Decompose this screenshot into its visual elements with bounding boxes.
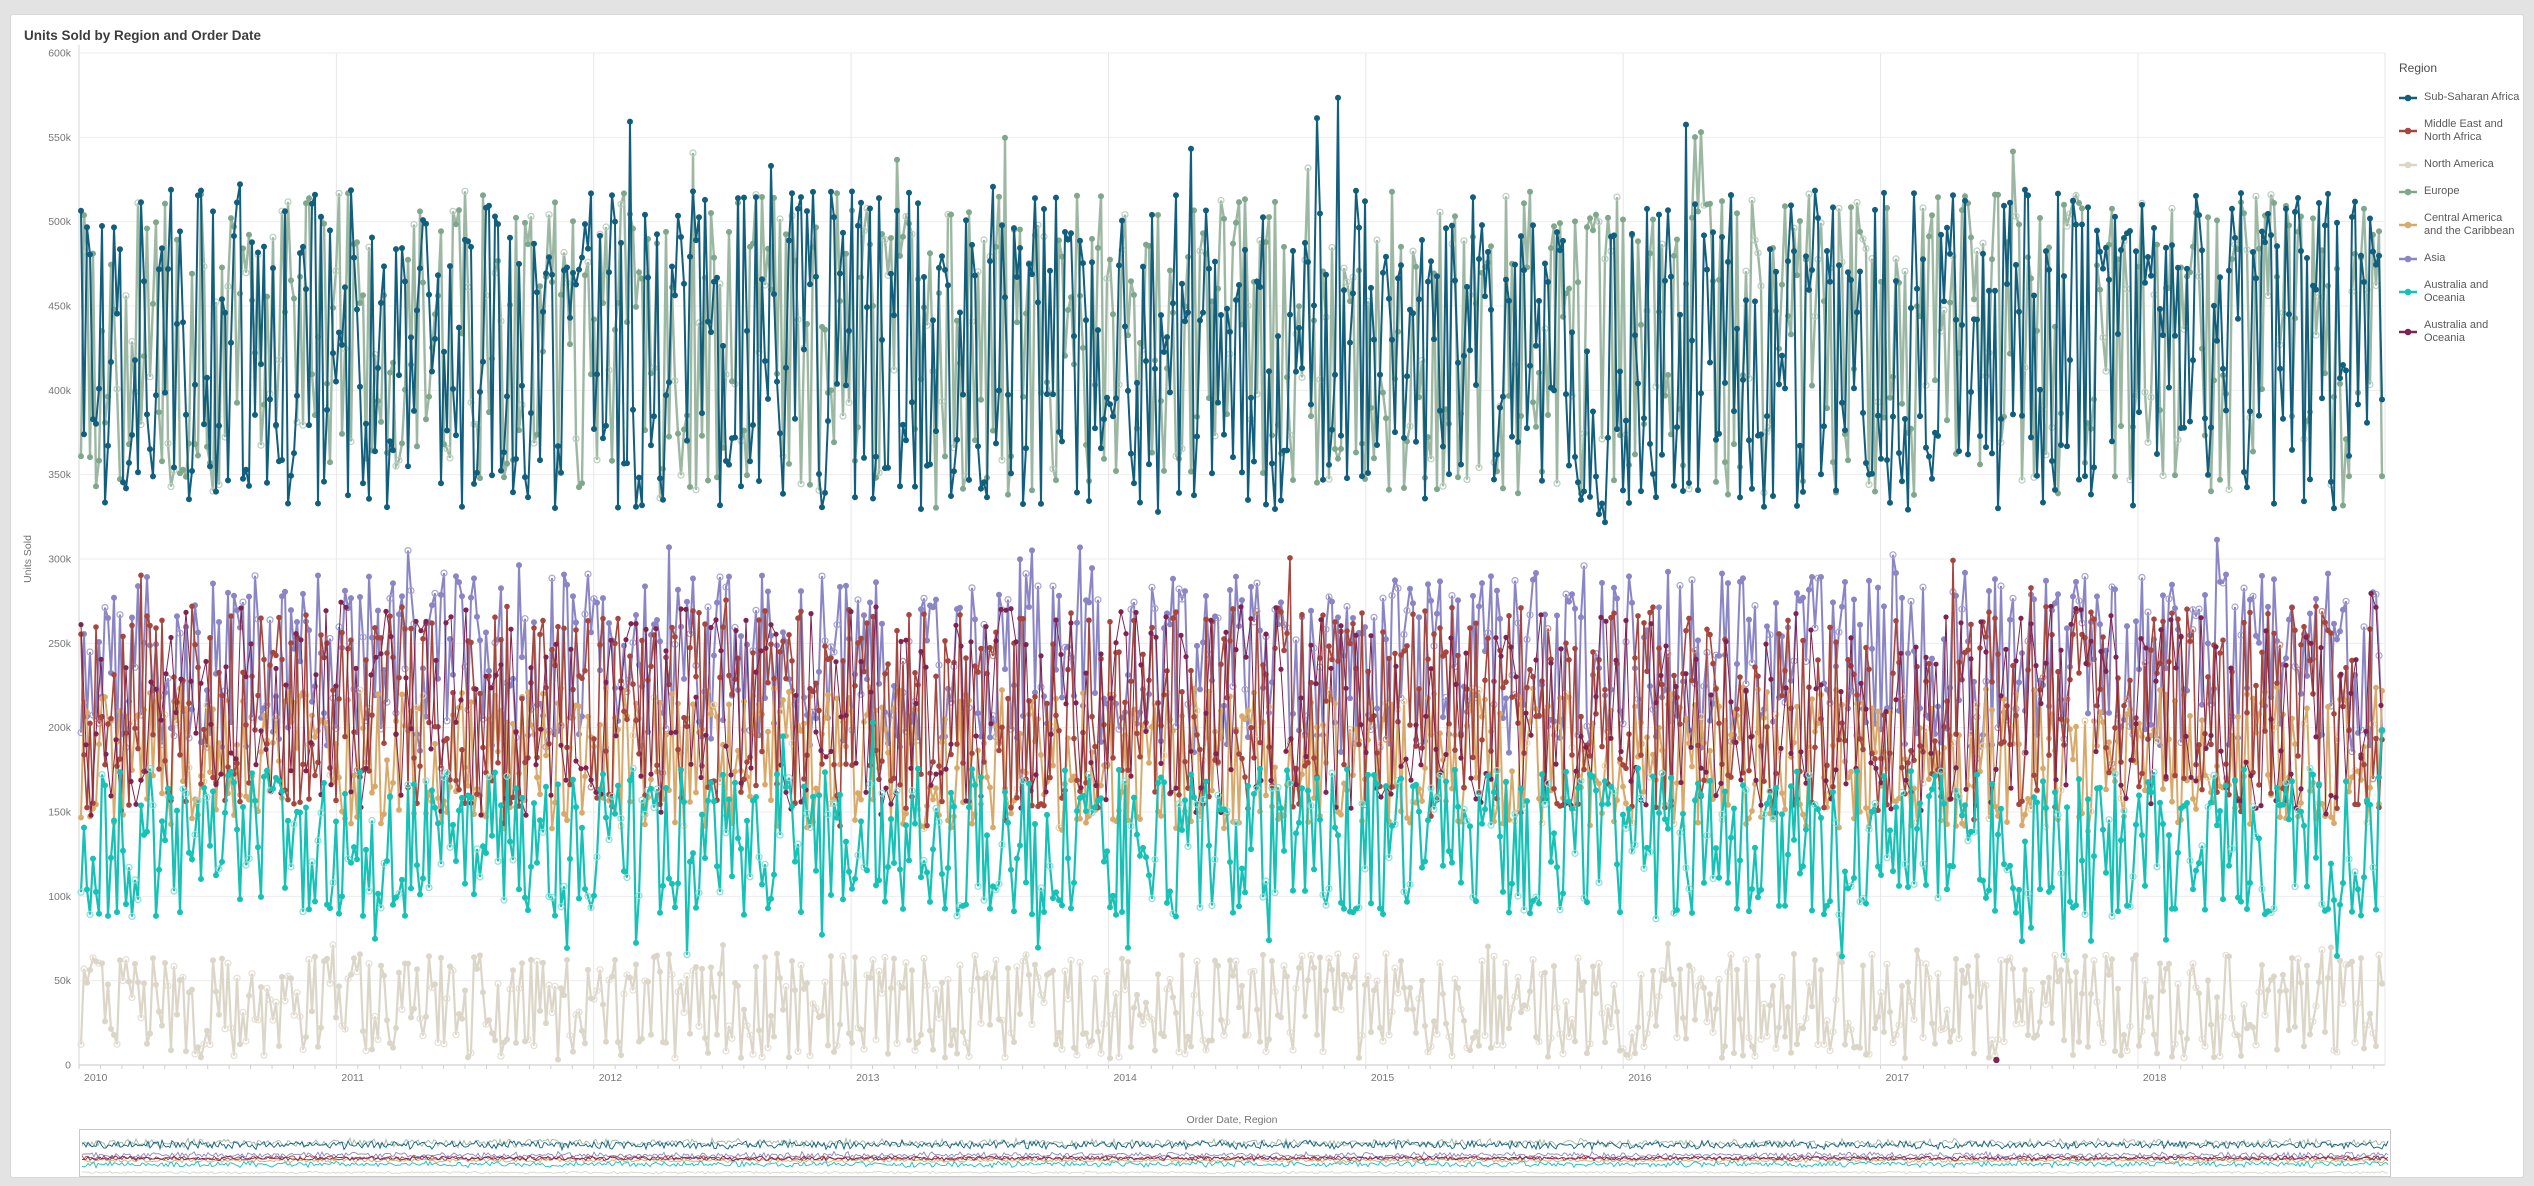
y-axis-tick-label: 250k: [48, 638, 72, 650]
y-axis-tick-label: 400k: [48, 385, 72, 397]
x-axis-tick-label: 2010: [84, 1072, 108, 1084]
legend-marker-icon: [2399, 94, 2417, 101]
series-line[interactable]: [79, 722, 2384, 957]
legend-item-label: Australia and Oceania: [2424, 279, 2489, 304]
series-australia-and-oceania[interactable]: [77, 719, 2385, 960]
legend-marker-icon: [2399, 161, 2417, 168]
legend-item-label: Australia and Oceania: [2424, 319, 2489, 344]
series-dots[interactable]: [78, 94, 2385, 526]
series-europe[interactable]: [78, 129, 2385, 511]
navigator-series-line: [81, 1154, 2389, 1162]
legend-items: Sub-Saharan Africa Middle East and North …: [2399, 91, 2521, 345]
y-axis-tick-label: 200k: [48, 722, 72, 734]
series-hollow-dots[interactable]: [77, 764, 2377, 960]
navigator-series-line: [81, 1159, 2389, 1169]
legend-marker-icon: [2399, 288, 2417, 296]
legend-item-australia-and-oceania[interactable]: Australia and Oceania: [2399, 279, 2521, 305]
legend-item-europe[interactable]: Europe: [2399, 185, 2521, 198]
legend-marker-icon: [2399, 255, 2417, 262]
legend-item-label: Asia: [2424, 252, 2446, 264]
series-north-america[interactable]: [77, 940, 2385, 1063]
y-axis-tick-label: 350k: [48, 469, 72, 481]
x-axis-title: Order Date, Region: [1186, 1114, 1277, 1126]
axis-layer: 0 50k 100k 150k 200k 250k 300k 350k 400k 450k 500k…: [48, 48, 2375, 1084]
series-dots[interactable]: [84, 940, 2385, 1063]
outlier-point[interactable]: [1993, 1056, 2000, 1064]
legend-item-label: Middle East and North Africa: [2424, 118, 2503, 143]
legend-item-central-america-and-the-caribbean[interactable]: Central America and the Caribbean: [2399, 212, 2521, 238]
legend-item-label: Europe: [2424, 185, 2460, 197]
legend-item-asia[interactable]: Asia: [2399, 252, 2521, 265]
navigator-series-line: [81, 1138, 2389, 1152]
y-axis-tick-label: 50k: [54, 975, 72, 987]
legend-marker-icon: [2399, 328, 2417, 336]
chart-navigator-minimap[interactable]: [79, 1129, 2391, 1177]
legend-item-label: Sub-Saharan Africa: [2424, 91, 2520, 103]
legend-item-label: Central America and the Caribbean: [2424, 212, 2515, 237]
series-hollow-dots[interactable]: [77, 941, 2383, 1062]
y-axis-tick-label: 100k: [48, 891, 72, 903]
series-line[interactable]: [80, 539, 2383, 753]
x-axis-tick-label: 2018: [2143, 1072, 2167, 1084]
legend-item-sub-saharan-africa[interactable]: Sub-Saharan Africa: [2399, 91, 2521, 104]
series-australia-and-oceania[interactable]: [78, 590, 2384, 818]
x-axis-tick-label: 2012: [599, 1072, 623, 1084]
legend-marker-icon: [2399, 221, 2417, 229]
navigator-series-line: [81, 1157, 2389, 1164]
y-axis-tick-label: 0: [65, 1060, 71, 1072]
series-dots[interactable]: [78, 555, 2385, 829]
series-line[interactable]: [79, 132, 2384, 508]
x-axis-tick-label: 2011: [341, 1072, 364, 1084]
y-axis-tick-label: 450k: [48, 301, 72, 313]
legend-marker-icon: [2399, 127, 2417, 135]
series-line[interactable]: [80, 97, 2383, 523]
y-axis-title: Units Sold: [22, 535, 34, 583]
legend-marker-icon: [2399, 188, 2417, 195]
y-axis-tick-label: 150k: [48, 807, 72, 819]
x-axis-tick-label: 2016: [1628, 1072, 1652, 1084]
x-axis-tick-label: 2017: [1886, 1072, 1910, 1084]
navigator-series-line: [81, 1136, 2389, 1150]
chart-title: Units Sold by Region and Order Date: [24, 28, 262, 43]
legend: Region Sub-Saharan Africa Middle East and…: [2399, 61, 2521, 359]
series-line[interactable]: [80, 557, 2383, 826]
y-axis-tick-label: 550k: [48, 132, 72, 144]
navigator-series-line: [81, 1170, 2389, 1175]
legend-title: Region: [2399, 61, 2438, 75]
y-axis-tick-label: 300k: [48, 554, 72, 566]
series-sub-saharan-africa[interactable]: [78, 94, 2385, 526]
x-axis-tick-label: 2014: [1113, 1072, 1137, 1084]
chart-card: Units Sold by Region and Order Date 0 50k…: [10, 14, 2524, 1178]
legend-item-label: North America: [2424, 158, 2494, 170]
series-dots[interactable]: [81, 719, 2385, 960]
series-line[interactable]: [79, 943, 2384, 1062]
main-chart[interactable]: 0 50k 100k 150k 200k 250k 300k 350k 400k 450k 500k…: [11, 15, 2525, 1179]
y-axis-tick-label: 500k: [48, 216, 72, 228]
x-axis-tick-label: 2013: [856, 1072, 880, 1084]
legend-item-australia-and-oceania[interactable]: Australia and Oceania: [2399, 319, 2521, 345]
legend-item-north-america[interactable]: North America: [2399, 158, 2521, 171]
y-axis-tick-label: 600k: [48, 48, 72, 60]
legend-item-middle-east-and-north-africa[interactable]: Middle East and North Africa: [2399, 118, 2521, 144]
x-axis-tick-label: 2015: [1371, 1072, 1395, 1084]
